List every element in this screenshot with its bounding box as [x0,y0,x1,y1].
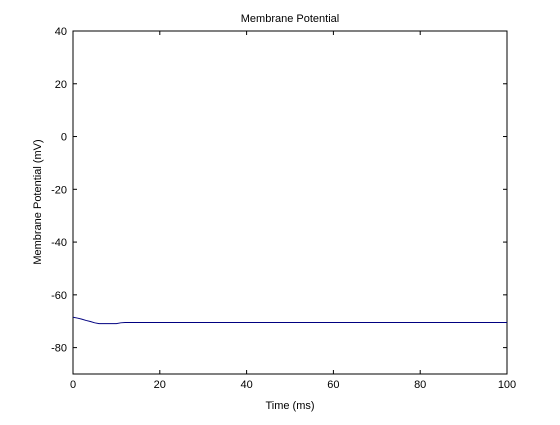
x-axis-label: Time (ms) [265,400,314,412]
x-tick-label: 100 [498,379,516,391]
y-axis-ticks: -80 -60 -40 -20 0 20 40 [51,26,507,355]
y-tick-label: -40 [51,237,67,249]
y-tick-label: 40 [55,26,67,38]
x-tick-label: 60 [327,379,339,391]
chart-title: Membrane Potential [241,13,339,25]
x-tick-label: 20 [154,379,166,391]
y-tick-label: -80 [51,343,67,355]
y-tick-label: 0 [61,132,67,144]
series-line [72,316,507,325]
y-tick-label: -20 [51,184,67,196]
y-tick-label: -60 [51,290,67,302]
y-axis-label: Membrane Potential (mV) [32,139,44,264]
x-tick-label: 80 [414,379,426,391]
x-tick-label: 0 [70,379,76,391]
y-tick-label: 20 [55,79,67,91]
x-axis-ticks: 0 20 40 60 80 100 [70,31,516,391]
series-layer [72,316,507,325]
x-tick-label: 40 [240,379,252,391]
plot-area [72,30,508,375]
